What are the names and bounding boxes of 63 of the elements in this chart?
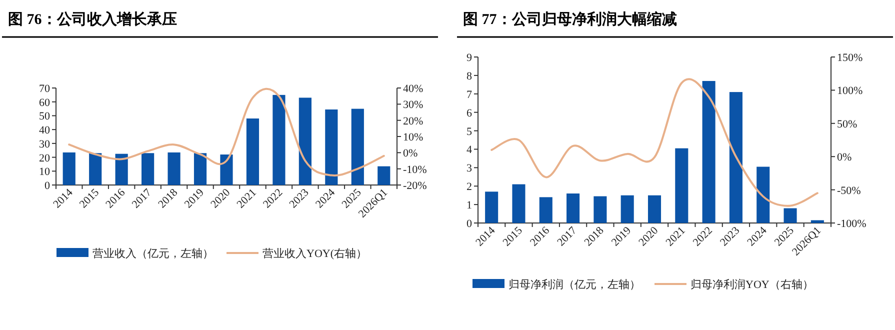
y2-tick-label: 20% [403, 115, 424, 128]
bar [168, 152, 180, 185]
bar [756, 166, 770, 223]
bar [142, 153, 154, 185]
bar [648, 195, 662, 223]
y-tick-label: 40 [39, 124, 50, 137]
y-tick-label: 2 [466, 181, 472, 194]
bar [729, 92, 742, 223]
y-tick-label: 10 [39, 166, 50, 178]
y-tick-label: 60 [39, 96, 50, 109]
y-tick-label: 8 [466, 70, 472, 82]
bar [220, 154, 233, 185]
y-tick-label: 50 [39, 110, 50, 123]
bar [784, 208, 797, 223]
y2-tick-label: -20% [403, 180, 427, 192]
y-tick-label: 6 [466, 107, 472, 120]
y-tick-label: 30 [39, 138, 50, 150]
bar [675, 148, 688, 223]
bar [620, 195, 634, 223]
y2-tick-label: 100% [837, 85, 863, 98]
y-tick-label: 3 [466, 162, 472, 175]
y-tick-label: 7 [466, 88, 472, 101]
y2-tick-label: -50% [837, 184, 861, 197]
y2-tick-label: -100% [837, 218, 866, 230]
chart-title: 图 76：公司收入增长承压 [8, 11, 177, 28]
bar [246, 118, 260, 185]
y-tick-label: 9 [466, 52, 472, 64]
y-tick-label: 5 [466, 126, 472, 138]
bar [298, 98, 312, 185]
y-tick-label: 70 [39, 83, 50, 95]
y-tick-label: 0 [44, 180, 50, 192]
y2-tick-label: 30% [403, 99, 424, 112]
y2-tick-label: 40% [403, 83, 424, 95]
bar [378, 166, 390, 185]
bar [115, 154, 128, 185]
legend-label: 归母净利润（亿元，左轴） [508, 278, 640, 291]
y2-tick-label: 50% [837, 118, 858, 130]
y2-tick-label: 150% [837, 52, 863, 64]
bar [539, 197, 552, 223]
y-tick-label: 1 [466, 200, 472, 212]
bar [810, 220, 824, 223]
y2-tick-label: 10% [403, 132, 424, 144]
bar [702, 80, 716, 223]
bar [594, 196, 607, 223]
legend-label: 归母净利润YOY（右轴） [690, 278, 814, 291]
y-tick-label: 0 [466, 218, 472, 230]
bar [89, 153, 102, 185]
y2-tick-label: 0% [837, 152, 852, 164]
bar [194, 153, 207, 185]
bar [62, 152, 76, 185]
bar [325, 109, 338, 185]
bar [485, 192, 498, 223]
bar [512, 184, 526, 223]
bar [272, 94, 286, 185]
legend-label: 营业收入YOY(右轴） [262, 247, 367, 260]
bar [566, 193, 580, 223]
y-tick-label: 20 [39, 152, 50, 164]
y2-tick-label: 0% [403, 148, 418, 160]
y2-tick-label: -10% [403, 164, 427, 176]
legend-label: 营业收入（亿元，左轴） [92, 247, 214, 260]
y-tick-label: 4 [466, 144, 472, 156]
bar [351, 108, 364, 185]
chart-title: 图 77：公司归母净利润大幅缩减 [463, 10, 677, 28]
